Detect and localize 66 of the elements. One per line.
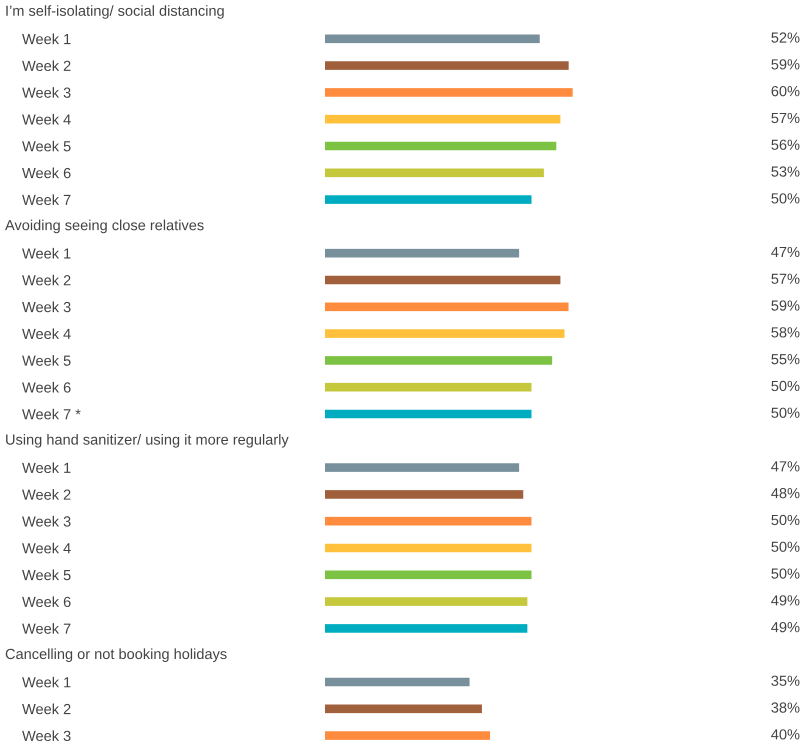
data-label: 50% bbox=[771, 380, 800, 392]
data-label: 59% bbox=[771, 300, 800, 311]
bar bbox=[325, 276, 560, 284]
data-label: 52% bbox=[771, 32, 800, 43]
y-tick-label: Week 6 bbox=[22, 382, 71, 393]
data-label: 40% bbox=[771, 729, 800, 740]
bar bbox=[325, 88, 573, 97]
bar bbox=[325, 382, 532, 392]
y-tick-label: Week 5 bbox=[22, 570, 71, 580]
bar bbox=[325, 410, 532, 418]
data-label: 50% bbox=[771, 193, 800, 204]
y-tick-label: Week 6 bbox=[22, 168, 71, 178]
y-tick-label: Week 1 bbox=[22, 34, 70, 44]
data-label: 38% bbox=[771, 702, 800, 713]
text: Using hand sanitizer/ using it more regularly bbox=[6, 434, 289, 448]
bar bbox=[325, 168, 544, 178]
y-tick-label: Week 4 bbox=[22, 542, 71, 554]
data-label: 57% bbox=[771, 112, 800, 124]
bar bbox=[325, 195, 532, 204]
bar bbox=[325, 302, 569, 312]
y-tick-label: Week 3 bbox=[22, 730, 71, 742]
bar bbox=[325, 142, 556, 150]
data-label: 47% bbox=[771, 461, 800, 472]
y-tick-label: Week 7 * bbox=[22, 408, 81, 420]
data-label: 57% bbox=[771, 274, 800, 284]
y-tick-label: Week 7 bbox=[22, 623, 70, 634]
text: Cancelling or not booking holidays bbox=[6, 648, 227, 662]
y-tick-label: Week 1 bbox=[22, 676, 70, 688]
y-tick-label: Week 4 bbox=[22, 328, 71, 340]
data-label: 50% bbox=[771, 568, 800, 579]
y-tick-label: Week 4 bbox=[22, 114, 71, 125]
data-label: 58% bbox=[771, 327, 800, 338]
bar bbox=[325, 61, 569, 70]
data-label: 49% bbox=[771, 622, 800, 632]
data-label: 48% bbox=[771, 488, 800, 498]
y-tick-label: Week 2 bbox=[22, 704, 70, 714]
data-label: 55% bbox=[771, 354, 800, 364]
bar bbox=[325, 34, 540, 44]
data-label: 47% bbox=[771, 246, 800, 258]
y-tick-label: Week 1 bbox=[22, 462, 70, 474]
bar bbox=[325, 329, 565, 338]
bar bbox=[325, 114, 560, 124]
data-label: 50% bbox=[771, 408, 800, 418]
y-tick-label: Week 2 bbox=[22, 489, 70, 500]
text: I’m self-isolating/ social distancing bbox=[6, 5, 224, 19]
bar bbox=[325, 248, 520, 258]
y-tick-label: Week 2 bbox=[22, 60, 70, 72]
y-tick-label: Week 6 bbox=[22, 596, 71, 608]
data-label: 59% bbox=[771, 59, 800, 70]
y-tick-label: Week 7 bbox=[22, 194, 70, 206]
y-tick-label: Week 3 bbox=[22, 302, 71, 312]
y-tick-label: Week 2 bbox=[22, 274, 70, 286]
data-label: 49% bbox=[771, 595, 800, 606]
data-label: 35% bbox=[771, 676, 800, 686]
data-label: 53% bbox=[771, 166, 800, 177]
text: Avoiding seeing close relatives bbox=[5, 220, 204, 234]
y-tick-label: Week 5 bbox=[22, 140, 71, 152]
y-tick-label: Week 1 bbox=[22, 248, 70, 259]
bar bbox=[325, 356, 552, 365]
y-tick-label: Week 3 bbox=[22, 87, 71, 98]
data-label: 56% bbox=[771, 140, 800, 150]
y-tick-label: Week 5 bbox=[22, 355, 71, 366]
data-label: 50% bbox=[771, 542, 800, 552]
data-label: 60% bbox=[772, 86, 800, 96]
y-tick-label: Week 3 bbox=[22, 516, 71, 527]
data-label: 50% bbox=[771, 514, 800, 526]
